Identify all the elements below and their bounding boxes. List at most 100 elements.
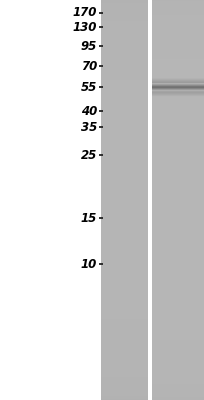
- Bar: [101, 39, 148, 40]
- Bar: [152, 81, 204, 82]
- Bar: [101, 131, 148, 132]
- Bar: [101, 193, 148, 195]
- Bar: [101, 95, 148, 96]
- Bar: [152, 78, 204, 79]
- Bar: [152, 33, 204, 35]
- Bar: [152, 240, 204, 241]
- Bar: [101, 167, 148, 168]
- Bar: [152, 332, 204, 333]
- Bar: [152, 15, 204, 16]
- Bar: [152, 268, 204, 269]
- Bar: [101, 336, 148, 337]
- Bar: [101, 1, 148, 3]
- Bar: [152, 189, 204, 191]
- Bar: [101, 211, 148, 212]
- Bar: [152, 167, 204, 168]
- Bar: [152, 272, 204, 273]
- Bar: [152, 80, 204, 82]
- Bar: [101, 32, 148, 33]
- Bar: [101, 341, 148, 343]
- Bar: [152, 256, 204, 257]
- Bar: [152, 371, 204, 372]
- Bar: [101, 172, 148, 173]
- Bar: [101, 288, 148, 289]
- Bar: [152, 352, 204, 353]
- Bar: [152, 91, 204, 92]
- Bar: [101, 272, 148, 273]
- Bar: [152, 108, 204, 109]
- Bar: [152, 0, 204, 1]
- Bar: [152, 349, 204, 351]
- Bar: [101, 252, 148, 253]
- Bar: [152, 329, 204, 331]
- Bar: [152, 64, 204, 65]
- Bar: [101, 396, 148, 397]
- Bar: [101, 188, 148, 189]
- Bar: [152, 319, 204, 320]
- Bar: [152, 367, 204, 368]
- Bar: [101, 11, 148, 12]
- Bar: [152, 57, 204, 59]
- Bar: [152, 279, 204, 280]
- Bar: [101, 361, 148, 363]
- Bar: [152, 184, 204, 185]
- Bar: [101, 357, 148, 359]
- Bar: [152, 284, 204, 285]
- Bar: [101, 135, 148, 136]
- Bar: [101, 293, 148, 295]
- Bar: [101, 237, 148, 239]
- Bar: [101, 63, 148, 64]
- Bar: [101, 329, 148, 331]
- Bar: [152, 121, 204, 123]
- Bar: [152, 107, 204, 108]
- Bar: [152, 228, 204, 229]
- Bar: [152, 328, 204, 329]
- Bar: [152, 204, 204, 205]
- Bar: [152, 39, 204, 40]
- Bar: [101, 37, 148, 39]
- Bar: [152, 71, 204, 72]
- Bar: [101, 171, 148, 172]
- Bar: [152, 196, 204, 197]
- Bar: [152, 151, 204, 152]
- Bar: [101, 149, 148, 151]
- Bar: [101, 232, 148, 233]
- Bar: [101, 352, 148, 353]
- Bar: [101, 100, 148, 101]
- Bar: [101, 84, 148, 85]
- Bar: [152, 179, 204, 180]
- Bar: [101, 117, 148, 119]
- Bar: [101, 107, 148, 108]
- Bar: [152, 347, 204, 348]
- Bar: [152, 173, 204, 175]
- Bar: [101, 227, 148, 228]
- Bar: [152, 32, 204, 33]
- Bar: [101, 392, 148, 393]
- Bar: [101, 40, 148, 41]
- Bar: [152, 304, 204, 305]
- Bar: [101, 379, 148, 380]
- Bar: [152, 245, 204, 247]
- Bar: [101, 163, 148, 164]
- Bar: [152, 299, 204, 300]
- Bar: [152, 45, 204, 47]
- Bar: [152, 241, 204, 243]
- Bar: [152, 236, 204, 237]
- Bar: [152, 159, 204, 160]
- Bar: [152, 243, 204, 244]
- Bar: [152, 237, 204, 239]
- Bar: [101, 20, 148, 21]
- Bar: [152, 25, 204, 27]
- Bar: [152, 313, 204, 315]
- Bar: [101, 59, 148, 60]
- Bar: [101, 47, 148, 48]
- Bar: [101, 301, 148, 303]
- Bar: [101, 364, 148, 365]
- Bar: [152, 191, 204, 192]
- Bar: [152, 301, 204, 303]
- Bar: [152, 203, 204, 204]
- Bar: [101, 333, 148, 335]
- Bar: [101, 75, 148, 76]
- Bar: [152, 205, 204, 207]
- Bar: [101, 216, 148, 217]
